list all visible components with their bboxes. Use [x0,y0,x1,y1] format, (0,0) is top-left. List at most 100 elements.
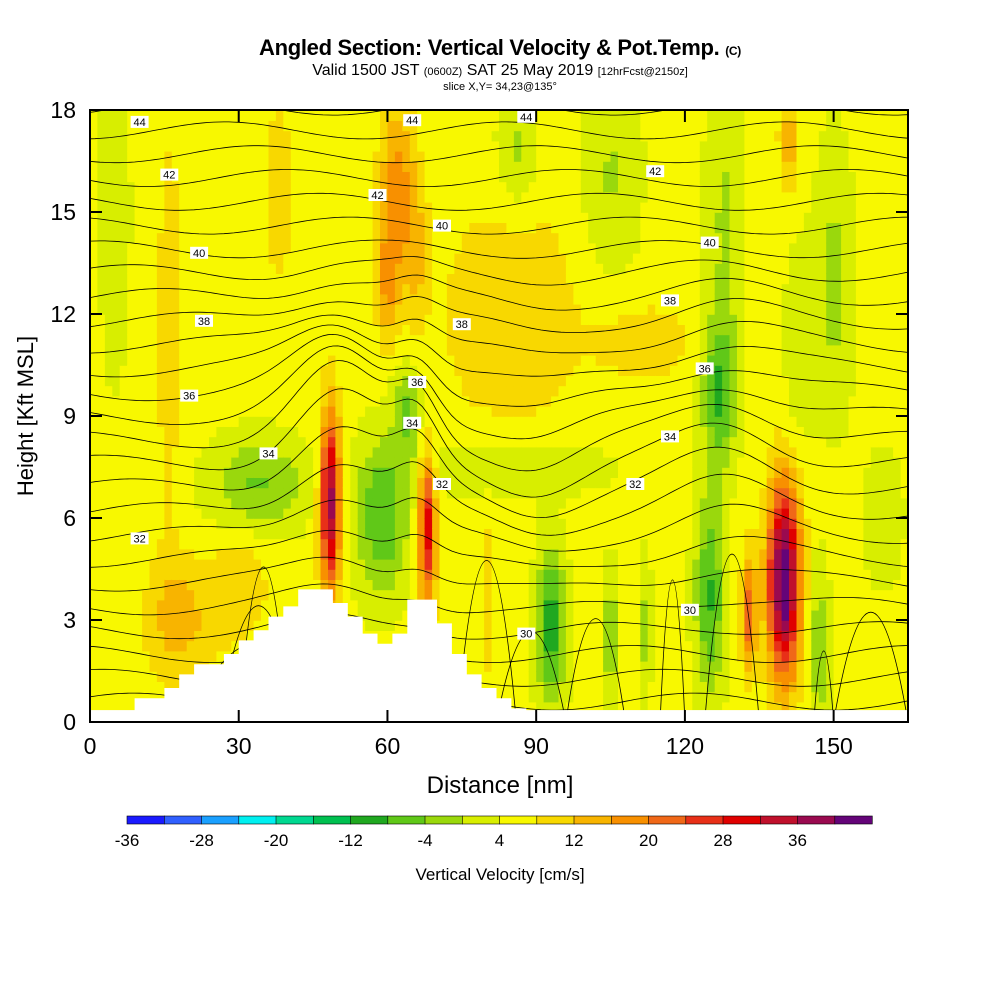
velocity-cell [223,456,233,468]
velocity-cell [186,232,195,244]
velocity-cell [104,201,114,213]
velocity-cell [335,171,344,183]
velocity-cell [588,181,597,193]
velocity-cell [603,150,612,162]
velocity-cell [439,446,448,458]
velocity-cell [171,120,180,132]
velocity-cell [201,191,210,203]
velocity-cell [164,263,173,274]
velocity-cell [186,518,195,529]
velocity-cell [699,191,708,203]
velocity-cell [387,630,396,642]
velocity-cell [290,150,299,162]
velocity-cell [261,405,270,417]
velocity-cell [186,365,195,376]
velocity-cell [209,222,218,234]
velocity-cell [484,191,493,203]
velocity-cell [179,110,188,121]
velocity-cell [506,518,515,529]
velocity-cell [104,467,114,478]
velocity-cell [261,120,270,132]
velocity-cell [253,273,262,285]
velocity-cell [164,426,173,438]
velocity-cell [446,242,456,254]
velocity-cell [432,569,441,580]
velocity-cell [625,538,634,550]
velocity-cell [692,120,701,132]
velocity-cell [484,620,493,631]
velocity-cell [342,273,351,285]
velocity-cell [305,375,314,387]
velocity-cell [365,426,374,438]
velocity-cell [454,599,463,611]
velocity-cell [655,303,664,315]
velocity-cell [417,497,426,509]
velocity-cell [394,497,404,509]
velocity-cell [186,263,195,274]
velocity-cell [625,344,634,356]
velocity-cell [350,599,359,611]
velocity-cell [97,589,106,601]
velocity-cell [97,497,106,509]
velocity-cell [201,344,210,356]
velocity-cell [454,303,463,315]
velocity-cell [127,518,136,529]
velocity-cell [253,303,262,315]
velocity-cell [380,263,389,274]
velocity-cell [194,416,203,427]
velocity-cell [543,293,552,305]
velocity-cell [313,212,322,223]
velocity-cell [618,130,627,142]
velocity-cell [350,395,359,407]
velocity-cell [201,528,210,540]
velocity-cell [543,671,552,682]
velocity-cell [603,293,612,305]
velocity-cell [320,558,329,570]
velocity-cell [112,140,121,152]
velocity-cell [499,130,508,142]
velocity-cell [387,487,396,499]
velocity-cell [365,334,374,346]
velocity-cell [223,385,233,397]
velocity-cell [246,314,255,325]
velocity-cell [201,201,210,213]
velocity-cell [521,650,530,662]
velocity-cell [290,477,299,489]
velocity-cell [551,456,560,468]
velocity-cell [357,161,366,172]
velocity-cell [484,467,493,478]
velocity-cell [662,548,671,560]
velocity-cell [298,263,307,274]
velocity-cell [231,130,240,142]
velocity-cell [543,365,552,376]
velocity-cell [662,110,671,121]
velocity-cell [394,283,404,295]
velocity-cell [640,344,649,356]
velocity-cell [156,201,166,213]
velocity-cell [469,334,478,346]
velocity-cell [335,446,344,458]
velocity-cell [521,681,530,693]
velocity-cell [573,201,582,213]
velocity-cell [275,171,285,183]
velocity-cell [580,303,589,315]
velocity-cell [357,120,366,132]
velocity-cell [149,579,158,591]
velocity-cell [164,324,173,336]
velocity-cell [684,497,694,509]
velocity-cell [513,426,523,438]
velocity-cell [246,293,255,305]
velocity-cell [580,385,589,397]
velocity-cell [223,303,233,315]
velocity-cell [521,273,530,285]
velocity-cell [357,548,366,560]
velocity-cell [231,446,240,458]
velocity-cell [677,334,686,346]
velocity-cell [171,242,180,254]
velocity-cell [558,150,567,162]
velocity-cell [194,191,203,203]
velocity-cell [424,324,433,336]
velocity-cell [231,222,240,234]
velocity-cell [476,558,485,570]
velocity-cell [692,212,701,223]
